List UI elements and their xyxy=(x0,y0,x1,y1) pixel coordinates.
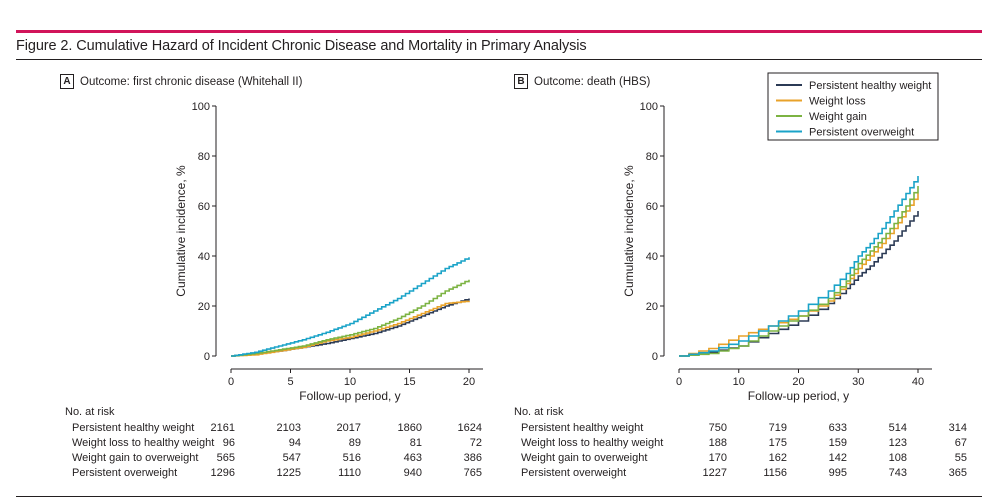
risk-value: 159 xyxy=(828,437,847,449)
panel-b-letter: B xyxy=(514,74,528,89)
risk-value: 142 xyxy=(828,452,847,464)
bottom-divider xyxy=(16,496,982,497)
risk-value: 2161 xyxy=(210,422,235,434)
risk-value: 2103 xyxy=(276,422,301,434)
y-axis-label: Cumulative incidence, % xyxy=(622,165,636,297)
risk-row-label: Persistent overweight xyxy=(72,467,178,479)
risk-row-label: Weight gain to overweight xyxy=(72,452,199,464)
y-axis-label: Cumulative incidence, % xyxy=(174,165,188,297)
series-line-weight-loss xyxy=(231,300,470,357)
risk-value: 55 xyxy=(954,452,967,464)
risk-value: 89 xyxy=(348,437,361,449)
panel-a-title: Outcome: first chronic disease (Whitehal… xyxy=(80,75,303,88)
x-tick-label: 30 xyxy=(852,376,864,388)
x-tick-label: 20 xyxy=(463,376,475,388)
risk-value: 743 xyxy=(888,467,907,479)
accent-rule xyxy=(16,30,982,33)
series-line-persistent-healthy-weight xyxy=(231,298,470,357)
panel-a-letter: A xyxy=(60,74,74,89)
x-tick-label: 40 xyxy=(912,376,924,388)
y-tick-label: 0 xyxy=(652,351,658,363)
risk-value: 72 xyxy=(469,437,482,449)
y-tick-label: 0 xyxy=(204,351,210,363)
series-line-weight-gain xyxy=(231,279,470,357)
risk-value: 514 xyxy=(888,422,907,434)
risk-row-label: Persistent healthy weight xyxy=(72,422,195,434)
series-line-weight-gain xyxy=(679,186,919,357)
risk-value: 940 xyxy=(403,467,422,479)
series-line-persistent-overweight xyxy=(679,176,919,357)
risk-value: 2017 xyxy=(336,422,361,434)
risk-value: 123 xyxy=(888,437,907,449)
x-tick-label: 15 xyxy=(403,376,415,388)
series-line-weight-loss xyxy=(679,193,919,357)
y-tick-label: 20 xyxy=(198,301,210,313)
risk-value: 1860 xyxy=(397,422,422,434)
y-tick-label: 100 xyxy=(640,101,658,113)
risk-value: 565 xyxy=(216,452,235,464)
risk-value: 365 xyxy=(948,467,967,479)
risk-value: 463 xyxy=(403,452,422,464)
risk-row-label: Weight loss to healthy weight xyxy=(72,437,215,449)
y-tick-label: 40 xyxy=(198,251,210,263)
risk-row-label: Weight gain to overweight xyxy=(521,452,648,464)
risk-value: 94 xyxy=(288,437,301,449)
x-tick-label: 10 xyxy=(733,376,745,388)
risk-value: 1296 xyxy=(210,467,235,479)
x-tick-label: 0 xyxy=(228,376,234,388)
x-tick-label: 5 xyxy=(287,376,293,388)
panel-a-header: A Outcome: first chronic disease (Whiteh… xyxy=(60,74,302,89)
panel-b-title: Outcome: death (HBS) xyxy=(534,75,651,88)
figure-title: Figure 2. Cumulative Hazard of Incident … xyxy=(16,38,587,54)
y-tick-label: 80 xyxy=(646,151,658,163)
risk-value: 750 xyxy=(708,422,727,434)
risk-value: 108 xyxy=(888,452,907,464)
risk-value: 765 xyxy=(463,467,482,479)
risk-value: 719 xyxy=(768,422,787,434)
y-tick-label: 60 xyxy=(646,201,658,213)
x-tick-label: 10 xyxy=(344,376,356,388)
panel-b-header: B Outcome: death (HBS) xyxy=(514,74,650,89)
risk-value: 96 xyxy=(222,437,235,449)
risk-value: 633 xyxy=(828,422,847,434)
x-tick-label: 0 xyxy=(676,376,682,388)
risk-table-header: No. at risk xyxy=(65,406,115,418)
risk-value: 67 xyxy=(954,437,967,449)
risk-value: 516 xyxy=(342,452,361,464)
risk-row-label: Weight loss to healthy weight xyxy=(521,437,664,449)
risk-value: 995 xyxy=(828,467,847,479)
x-axis-label: Follow-up period, y xyxy=(299,389,400,403)
risk-value: 1156 xyxy=(763,467,787,479)
risk-value: 547 xyxy=(282,452,301,464)
x-tick-label: 20 xyxy=(792,376,804,388)
y-tick-label: 80 xyxy=(198,151,210,163)
legend-item-label: Persistent healthy weight xyxy=(809,80,931,92)
risk-value: 175 xyxy=(768,437,787,449)
y-tick-label: 20 xyxy=(646,301,658,313)
risk-value: 170 xyxy=(708,452,727,464)
x-axis-label: Follow-up period, y xyxy=(748,389,849,403)
y-tick-label: 40 xyxy=(646,251,658,263)
y-tick-label: 60 xyxy=(198,201,210,213)
risk-value: 81 xyxy=(409,437,422,449)
risk-table-header: No. at risk xyxy=(514,406,564,418)
risk-value: 386 xyxy=(463,452,482,464)
risk-row-label: Persistent healthy weight xyxy=(521,422,644,434)
risk-value: 188 xyxy=(708,437,727,449)
title-divider xyxy=(16,59,982,60)
series-line-persistent-overweight xyxy=(231,257,470,357)
risk-value: 1624 xyxy=(457,422,482,434)
legend-item-label: Persistent overweight xyxy=(809,127,914,139)
risk-row-label: Persistent overweight xyxy=(521,467,627,479)
risk-value: 1110 xyxy=(338,467,361,479)
legend-item-label: Weight loss xyxy=(809,96,866,108)
y-tick-label: 100 xyxy=(192,101,210,113)
risk-value: 1225 xyxy=(276,467,301,479)
legend-item-label: Weight gain xyxy=(809,111,867,123)
risk-value: 162 xyxy=(768,452,787,464)
risk-value: 1227 xyxy=(702,467,727,479)
risk-value: 314 xyxy=(948,422,967,434)
